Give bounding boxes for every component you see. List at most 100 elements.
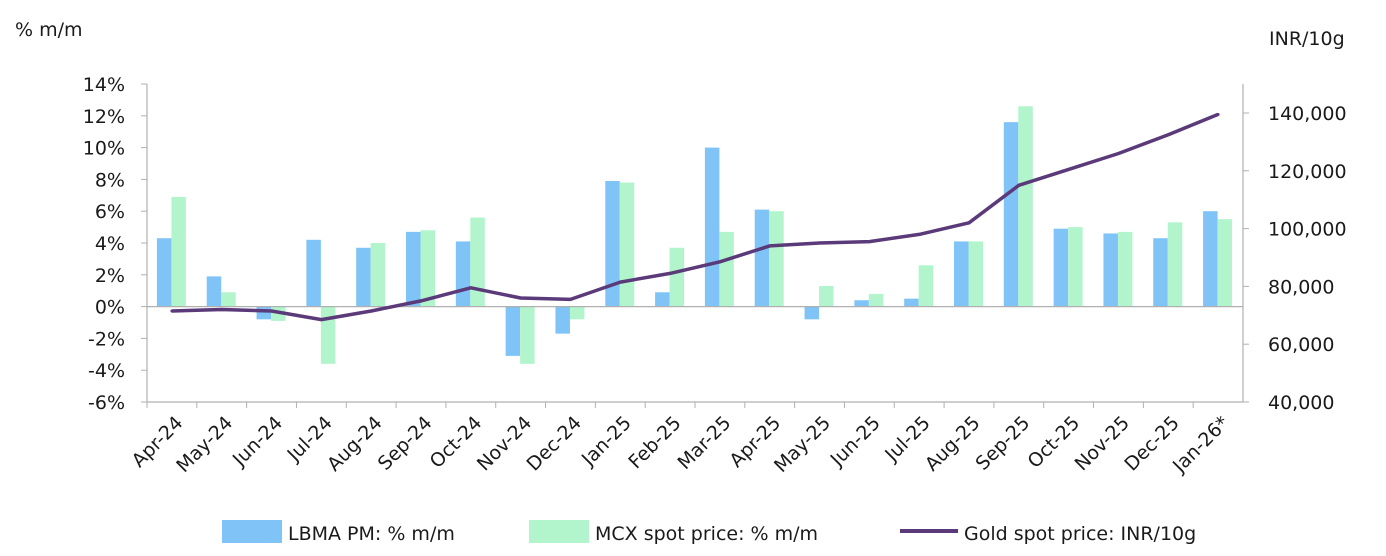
gold-spot-point [369,309,373,313]
category-label: Jan-25 [577,412,636,471]
gold-spot-line [170,112,1220,322]
mcx-bar [1068,227,1083,307]
lbma-bar [256,306,272,320]
legend-label-mcx: MCX spot price: % m/m [595,523,818,545]
gold-spot-point [419,299,423,303]
lbma-bar [356,247,371,307]
lbma-bar [655,292,670,307]
legend: LBMA PM: % m/m MCX spot price: % m/m Gol… [222,520,1196,545]
category-label: Sep-25 [972,412,1035,475]
mcx-bar [470,217,485,307]
category-label: Feb-25 [624,412,685,473]
lbma-bar [904,298,919,307]
mcx-bar [769,211,784,307]
left-tick-label: 2% [95,265,125,287]
left-tick-label: 12% [83,106,125,128]
gold-spot-point [768,244,772,248]
left-tick-label: -6% [88,392,125,414]
left-tick-label: 14% [83,74,125,96]
right-axis-title: INR/10g [1269,28,1345,50]
gold-spot-point [818,241,822,245]
gold-spot-point [220,308,224,312]
lbma-bar [605,180,620,307]
lbma-bar [156,238,172,307]
gold-spot-point [319,318,323,322]
gold-spot-point [967,221,971,225]
legend-label-lbma: LBMA PM: % m/m [288,523,455,545]
legend-swatch-mcx [529,520,589,543]
mcx-bar [1018,106,1033,307]
gold-spot-point [668,271,672,275]
lbma-bar [406,231,421,307]
mcx-bar [819,285,834,307]
mcx-bar [370,243,386,307]
left-tick-label: 6% [95,201,125,223]
gold-spot-point [867,240,871,244]
gold-spot-point [170,309,174,313]
mcx-bar [868,293,884,307]
right-axis-ticks: 40,000 60,000 80,000 100,000 120,000 140,000 [1243,103,1347,414]
axes [146,84,1244,408]
lbma-bar [754,209,770,307]
gold-spot-point [917,232,921,236]
right-tick-label: 40,000 [1268,392,1334,414]
right-tick-label: 80,000 [1268,276,1334,298]
lbma-bar [1053,228,1069,307]
right-tick-label: 100,000 [1268,219,1347,241]
mcx-bar [619,182,635,307]
mcx-bar [968,241,983,307]
gold-spot-point [1116,151,1120,155]
lbma-bar [1103,233,1118,307]
mcx-bar [320,306,336,364]
gold-spot-point [718,260,722,264]
category-label: Jun-24 [228,412,287,471]
left-tick-label: 4% [95,233,125,255]
legend-label-gold: Gold spot price: INR/10g [964,523,1196,545]
category-label: May-25 [770,412,835,477]
lbma-bar [206,276,222,307]
lbma-bar [854,300,869,307]
category-label: Dec-24 [522,412,586,476]
lbma-bar [306,239,321,307]
gold-spot-point [1166,133,1170,137]
category-label: Nov-24 [473,412,536,475]
lbma-bar [1153,238,1168,307]
category-label: Aug-25 [921,412,985,476]
mcx-bar [918,265,934,307]
left-axis-ticks: -6% -4% -2% 0% 2% 4% 6% 8% 10% 12% 14% [83,74,147,414]
lbma-bar [804,306,820,320]
right-tick-label: 60,000 [1268,334,1334,356]
mcx-bar [221,292,236,307]
category-label: May-24 [172,412,237,477]
category-label: Mar-25 [673,412,735,474]
right-tick-label: 140,000 [1268,103,1347,125]
category-labels: Apr-24May-24Jun-24Jul-24Aug-24Sep-24Oct-… [128,412,1234,478]
lbma-bar [1203,211,1218,307]
gold-spot-point [1067,167,1071,171]
category-label: Aug-24 [323,412,387,476]
category-label: Sep-24 [374,412,437,475]
legend-swatch-lbma [222,520,282,543]
left-tick-label: -4% [88,360,125,382]
lbma-bar [954,241,969,307]
gold-spot-point [618,280,622,284]
lbma-bar [704,147,720,307]
mcx-bar [569,306,585,320]
mcx-bar [1217,219,1233,307]
mcx-bar [171,196,186,307]
gold-spot-point [469,286,473,290]
mcx-bar [669,247,685,307]
gold-spot-point [1017,183,1021,187]
left-tick-label: 10% [83,138,125,160]
mcx-bar [1167,222,1183,307]
mcx-bar [1117,231,1133,307]
category-label: Jun-25 [826,412,885,471]
mcx-bar [719,231,734,307]
gold-spot-point [270,309,274,313]
left-axis-title: % m/m [15,19,83,41]
left-tick-label: 8% [95,169,125,191]
gold-spot-line-path [171,112,1219,322]
lbma-bar [555,306,570,334]
category-label: Nov-25 [1071,412,1134,475]
